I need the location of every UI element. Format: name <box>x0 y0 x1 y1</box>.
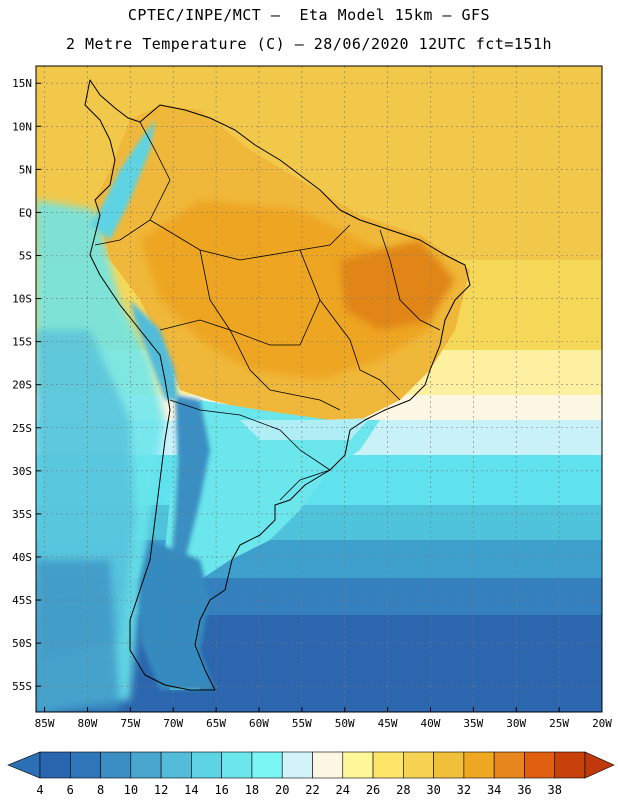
title-line-1: CPTEC/INPE/MCT – Eta Model 15km – GFS <box>127 6 491 24</box>
colorbar-swatch <box>191 751 222 779</box>
colorbar-swatch <box>221 751 253 779</box>
temperature-field <box>36 66 602 712</box>
colorbar-label: 36 <box>517 783 531 797</box>
colorbar-swatch <box>433 751 465 779</box>
lon-tick-label: 25W <box>549 717 569 730</box>
lon-tick-label: 35W <box>463 717 483 730</box>
longitude-axis: 85W 80W 75W 70W 65W 60W 55W 50W 45W 40W 35W 30W 25W 2… <box>35 707 612 730</box>
colorbar-swatch <box>160 751 192 779</box>
colorbar-label: 10 <box>124 783 138 797</box>
colorbar-swatch <box>130 751 162 779</box>
colorbar-label: 14 <box>184 783 198 797</box>
lon-tick-label: 80W <box>78 717 98 730</box>
lon-tick-label: 70W <box>163 717 183 730</box>
colorbar-swatch <box>524 751 556 779</box>
title-line-2: 2 Metre Temperature (C) – 28/06/2020 12U… <box>65 35 553 53</box>
lon-tick-label: 45W <box>378 717 398 730</box>
coastline <box>84 79 471 691</box>
colorbar-swatch <box>403 751 434 779</box>
colorbar-swatch <box>39 751 71 779</box>
colorbar-swatch <box>281 751 313 779</box>
colorbar-swatch <box>493 751 525 779</box>
colorbar-label: 20 <box>275 783 289 797</box>
colorbar-swatch <box>342 751 374 779</box>
colorbar-label: 18 <box>245 783 259 797</box>
lon-tick-label: 50W <box>335 717 355 730</box>
lat-tick-label: 5S <box>19 249 32 262</box>
colorbar-label: 38 <box>547 783 561 797</box>
temperature-map: 85W 80W 75W 70W 65W 60W 55W 50W 45W 40W 35W 30W 25W 2… <box>12 65 612 730</box>
lat-tick-label: 30S <box>12 465 32 478</box>
country-borders <box>94 121 441 501</box>
lon-tick-label: 65W <box>206 717 226 730</box>
colorbar-label: 6 <box>67 783 74 797</box>
lon-tick-label: 20W <box>592 717 612 730</box>
lat-tick-label: 15S <box>12 336 32 349</box>
lon-tick-label: 55W <box>292 717 312 730</box>
lat-tick-label: 40S <box>12 551 32 564</box>
lat-tick-label: 25S <box>12 422 32 435</box>
lon-tick-label: 85W <box>35 717 55 730</box>
lon-tick-label: 40W <box>421 717 441 730</box>
colorbar-over-arrow <box>584 751 615 779</box>
colorbar-label: 12 <box>154 783 168 797</box>
map-frame <box>35 65 603 713</box>
colorbar-label: 24 <box>336 783 350 797</box>
lat-tick-label: EQ <box>19 206 32 219</box>
lat-tick-label: 15N <box>12 77 32 90</box>
colorbar-label: 8 <box>97 783 104 797</box>
lat-tick-label: 5N <box>19 163 32 176</box>
lon-tick-label: 75W <box>120 717 140 730</box>
lon-tick-label: 60W <box>249 717 269 730</box>
colorbar-label: 32 <box>457 783 471 797</box>
lat-tick-label: 55S <box>12 680 32 693</box>
colorbar-swatch <box>463 751 495 779</box>
colorbar-label: 28 <box>396 783 410 797</box>
colorbar-swatch <box>251 751 283 779</box>
colorbar-under-arrow <box>7 751 41 779</box>
colorbar-label: 22 <box>305 783 319 797</box>
colorbar-swatch <box>69 751 101 779</box>
colorbar-label: 30 <box>426 783 440 797</box>
lat-tick-label: 20S <box>12 379 32 392</box>
colorbar-label: 16 <box>214 783 228 797</box>
lat-tick-label: 50S <box>12 637 32 650</box>
colorbar-swatch <box>100 751 132 779</box>
colorbar-label: 34 <box>487 783 501 797</box>
colorbar-swatch <box>312 751 344 779</box>
colorbar-label: 4 <box>36 783 43 797</box>
lat-tick-label: 35S <box>12 508 32 521</box>
lon-tick-label: 30W <box>506 717 526 730</box>
lat-tick-label: 10N <box>12 120 32 133</box>
lat-tick-label: 45S <box>12 594 32 607</box>
lat-lon-grid <box>36 66 602 712</box>
colorbar: 4 6 8 10 12 14 16 18 20 22 24 26 28 30 32 34 36 38 <box>7 751 615 797</box>
colorbar-label: 26 <box>366 783 380 797</box>
lat-tick-label: 10S <box>12 293 32 306</box>
latitude-axis: 15N 10N 5N EQ 5S 10S 15S 20S 25S 30S 35S 40S 45S 50S 5… <box>12 77 41 693</box>
colorbar-swatch <box>554 751 586 779</box>
colorbar-swatch <box>372 751 404 779</box>
